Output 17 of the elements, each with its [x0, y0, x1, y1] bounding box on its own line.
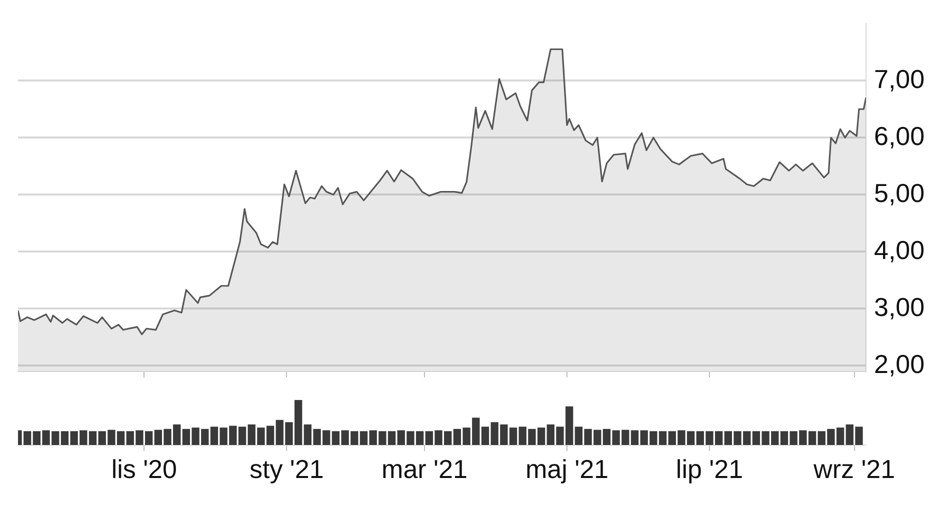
y-tick-label: 7,00	[874, 64, 925, 94]
y-tick-label: 3,00	[874, 292, 925, 322]
bar	[658, 431, 667, 445]
y-tick-label: 4,00	[874, 234, 925, 265]
bar	[780, 431, 788, 445]
y-tick-label: 5,00	[874, 178, 925, 208]
bar	[360, 431, 368, 445]
x-tick-label: wrz '21	[812, 454, 896, 484]
bar	[88, 431, 97, 445]
bar	[509, 428, 518, 445]
x-tick-label: mar '21	[382, 454, 468, 484]
y-tick-label: 6,00	[874, 120, 925, 151]
x-tick-label: lis '20	[111, 454, 177, 484]
y-tick-label: 2,00	[874, 348, 925, 379]
x-tick-label: maj '21	[525, 454, 608, 484]
x-tick-label: sty '21	[249, 454, 324, 484]
x-tick-label: lip '21	[676, 454, 744, 484]
